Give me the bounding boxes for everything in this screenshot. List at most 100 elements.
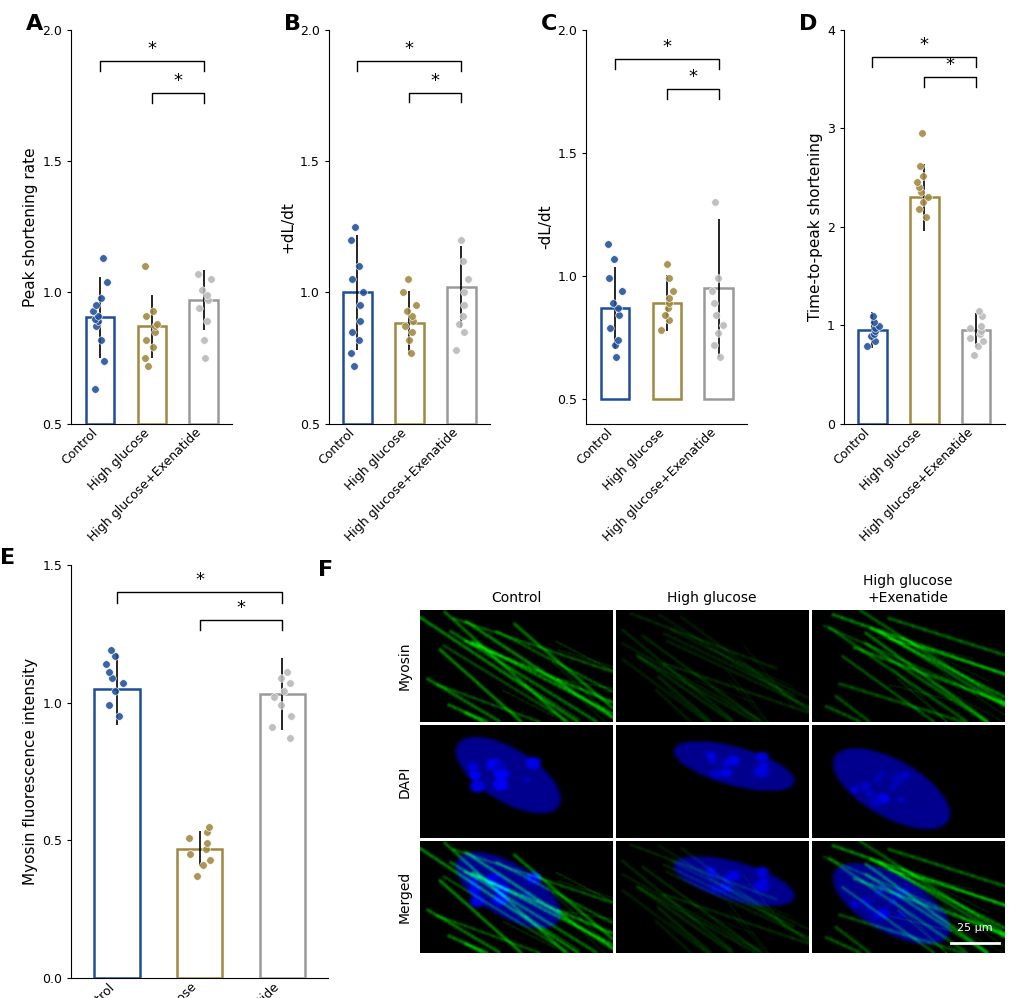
Point xyxy=(914,168,930,184)
Point xyxy=(652,322,668,338)
Text: Merged: Merged xyxy=(397,870,412,923)
Point xyxy=(282,676,299,692)
Point xyxy=(970,303,986,319)
Point xyxy=(342,232,359,248)
Point xyxy=(87,381,103,397)
Point xyxy=(140,358,156,374)
Point xyxy=(264,720,280,736)
Bar xyxy=(652,303,681,399)
Point xyxy=(200,292,216,308)
Bar xyxy=(446,287,475,423)
Point xyxy=(600,270,616,286)
Text: Control: Control xyxy=(490,591,541,605)
Point xyxy=(969,338,985,354)
Point xyxy=(189,868,205,884)
Point xyxy=(973,308,989,324)
Point xyxy=(660,295,677,311)
Point xyxy=(197,350,213,366)
Text: *: * xyxy=(430,72,439,90)
Bar xyxy=(94,689,140,978)
Point xyxy=(147,323,163,339)
Point xyxy=(601,319,618,335)
Point xyxy=(908,175,924,191)
Point xyxy=(961,320,977,336)
Point xyxy=(706,195,722,211)
Point xyxy=(973,333,989,349)
Point xyxy=(972,323,988,339)
Text: A: A xyxy=(26,14,44,34)
Point xyxy=(88,297,104,313)
Text: *: * xyxy=(919,36,928,54)
Text: *: * xyxy=(688,68,697,86)
Bar xyxy=(857,330,886,423)
Point xyxy=(454,323,471,339)
Point xyxy=(88,318,104,334)
Text: F: F xyxy=(318,560,332,580)
Point xyxy=(707,307,723,323)
Point xyxy=(863,308,879,324)
Point xyxy=(202,851,218,867)
Point xyxy=(604,295,621,311)
Point xyxy=(917,209,933,225)
Point xyxy=(90,308,106,324)
Bar xyxy=(600,308,629,399)
Point xyxy=(454,308,471,324)
Point xyxy=(865,333,881,349)
Point xyxy=(87,310,103,326)
Point xyxy=(202,271,218,287)
Text: DAPI: DAPI xyxy=(397,765,412,797)
Point xyxy=(600,236,616,251)
Point xyxy=(181,846,198,862)
Point xyxy=(404,308,420,324)
Point xyxy=(400,331,417,347)
Point xyxy=(607,349,624,365)
Point xyxy=(196,331,212,347)
Point xyxy=(454,252,471,268)
Text: *: * xyxy=(236,599,246,617)
Point xyxy=(708,270,725,286)
Point xyxy=(93,331,109,347)
Point xyxy=(399,271,416,287)
Text: High glucose: High glucose xyxy=(666,591,756,605)
Point xyxy=(866,320,882,336)
Point xyxy=(965,346,981,362)
Point xyxy=(709,324,726,340)
Point xyxy=(115,676,131,692)
Point xyxy=(861,328,877,344)
Y-axis label: +dL/dt: +dL/dt xyxy=(280,201,296,252)
Point xyxy=(145,339,161,355)
Point xyxy=(866,323,882,339)
Point xyxy=(138,258,154,274)
Point xyxy=(149,315,165,331)
Point xyxy=(346,219,363,235)
Point xyxy=(199,287,215,303)
Point xyxy=(659,300,676,316)
Point xyxy=(912,185,928,201)
Point xyxy=(342,344,359,360)
Point xyxy=(910,180,926,196)
Bar xyxy=(138,326,166,423)
Point xyxy=(98,656,114,672)
Y-axis label: Time-to-peak shortening: Time-to-peak shortening xyxy=(807,133,821,321)
Point xyxy=(96,352,112,368)
Point xyxy=(394,284,411,300)
Point xyxy=(408,297,424,313)
Point xyxy=(609,300,626,316)
Point xyxy=(865,326,881,342)
Point xyxy=(200,818,216,834)
Bar xyxy=(176,848,222,978)
Point xyxy=(404,323,420,339)
Point xyxy=(613,282,630,298)
Point xyxy=(194,281,210,297)
Point xyxy=(111,709,127,725)
Point xyxy=(199,835,215,851)
Point xyxy=(713,317,730,333)
Point xyxy=(605,250,622,266)
Point xyxy=(660,270,677,286)
Point xyxy=(139,308,155,324)
Text: *: * xyxy=(945,56,954,74)
Point xyxy=(405,313,421,329)
Y-axis label: Peak shortening rate: Peak shortening rate xyxy=(23,147,38,306)
Point xyxy=(914,195,930,211)
Point xyxy=(199,313,215,329)
